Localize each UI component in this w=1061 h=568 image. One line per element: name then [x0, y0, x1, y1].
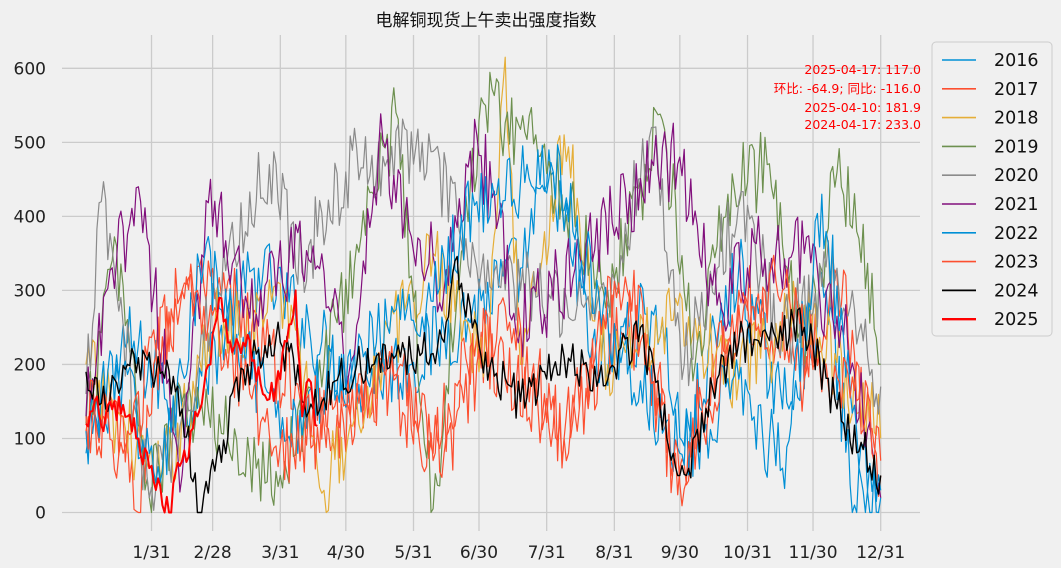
- legend-entry: 2020: [994, 166, 1039, 186]
- legend-frame: [931, 41, 1053, 337]
- x-tick-label: 6/30: [460, 543, 498, 563]
- y-tick-label: 600: [14, 59, 46, 79]
- y-tick-label: 200: [14, 355, 46, 375]
- y-tick-label: 400: [14, 207, 46, 227]
- series-line-2023: [85, 254, 882, 507]
- series-line-2018: [85, 56, 882, 514]
- axis-tick-labels: 0 100 200 300 400 500 600 1/31 2/28 3/31 4/30 5/31 6…: [14, 59, 906, 563]
- series-line-2022: [85, 144, 882, 514]
- chart-title: 电解铜现货上午卖出强度指数: [376, 11, 597, 31]
- annotation-line-4: 2024-04-17: 233.0: [804, 117, 921, 132]
- annotation-box: 2025-04-17: 117.0 环比: -64.9; 同比: -116.0 …: [774, 62, 921, 132]
- legend-entry: 2016: [994, 51, 1039, 71]
- x-tick-label: 7/31: [528, 543, 566, 563]
- x-tick-label: 4/30: [327, 543, 365, 563]
- legend-entry: 2024: [994, 281, 1039, 301]
- legend-entry: 2023: [994, 253, 1039, 273]
- y-tick-label: 500: [14, 133, 46, 153]
- x-tick-label: 3/31: [261, 543, 299, 563]
- x-tick-label: 5/31: [394, 543, 432, 563]
- x-tick-label: 10/31: [723, 543, 772, 563]
- x-tick-label: 11/30: [789, 543, 838, 563]
- series-line-2019: [85, 71, 881, 514]
- series-line-2025: [85, 289, 318, 514]
- x-tick-label: 1/31: [132, 543, 170, 563]
- legend-entry: 2017: [994, 80, 1039, 100]
- series-line-2017: [85, 257, 882, 514]
- y-tick-label: 100: [14, 429, 46, 449]
- legend-entry: 2018: [994, 109, 1039, 129]
- legend-entry: 2021: [994, 195, 1039, 215]
- series-line-2021: [85, 113, 882, 498]
- legend-entry: 2022: [994, 224, 1039, 244]
- annotation-line-1: 2025-04-17: 117.0: [804, 62, 921, 77]
- series-line-2024: [85, 255, 882, 514]
- y-tick-label: 300: [14, 281, 46, 301]
- legend: 2016 2017 2018 2019 2020 2021 2022 2023 2024 2025: [931, 41, 1053, 337]
- x-tick-label: 8/31: [595, 543, 633, 563]
- series-lines: [85, 56, 882, 514]
- legend-entry: 2025: [994, 310, 1039, 330]
- x-tick-label: 12/31: [856, 543, 905, 563]
- annotation-line-3: 2025-04-10: 181.9: [804, 100, 921, 115]
- x-tick-label: 9/30: [661, 543, 699, 563]
- x-tick-label: 2/28: [194, 543, 232, 563]
- legend-entry: 2019: [994, 137, 1039, 157]
- annotation-line-2: 环比: -64.9; 同比: -116.0: [774, 81, 921, 96]
- y-tick-label: 0: [35, 503, 46, 523]
